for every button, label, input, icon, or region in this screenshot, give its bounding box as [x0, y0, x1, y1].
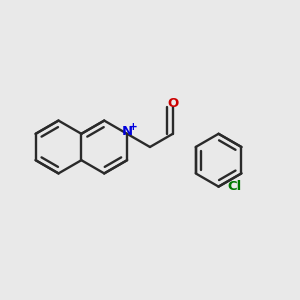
- Text: N: N: [122, 125, 133, 138]
- Text: O: O: [167, 97, 178, 110]
- Text: +: +: [129, 122, 138, 132]
- Text: Cl: Cl: [227, 180, 241, 193]
